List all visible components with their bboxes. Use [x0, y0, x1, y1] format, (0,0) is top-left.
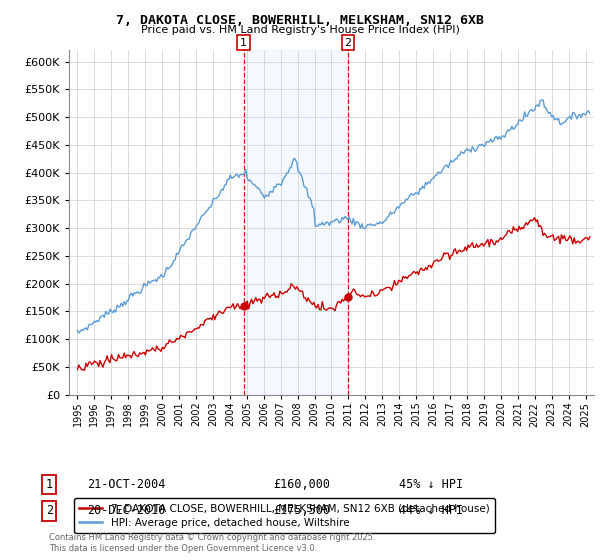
- Text: 44% ↓ HPI: 44% ↓ HPI: [399, 504, 463, 517]
- Legend: 7, DAKOTA CLOSE, BOWERHILL, MELKSHAM, SN12 6XB (detached house), HPI: Average pr: 7, DAKOTA CLOSE, BOWERHILL, MELKSHAM, SN…: [74, 498, 494, 533]
- Text: £175,500: £175,500: [273, 504, 330, 517]
- Text: 2: 2: [344, 38, 352, 48]
- Text: 21-OCT-2004: 21-OCT-2004: [87, 478, 166, 491]
- Bar: [244, 50, 348, 395]
- Text: Price paid vs. HM Land Registry's House Price Index (HPI): Price paid vs. HM Land Registry's House …: [140, 25, 460, 35]
- Text: 1: 1: [240, 38, 247, 48]
- Text: 7, DAKOTA CLOSE, BOWERHILL, MELKSHAM, SN12 6XB: 7, DAKOTA CLOSE, BOWERHILL, MELKSHAM, SN…: [116, 14, 484, 27]
- Text: 20-DEC-2010: 20-DEC-2010: [87, 504, 166, 517]
- Text: £160,000: £160,000: [273, 478, 330, 491]
- Text: 1: 1: [46, 478, 53, 491]
- Text: 2: 2: [46, 504, 53, 517]
- Text: Contains HM Land Registry data © Crown copyright and database right 2025.
This d: Contains HM Land Registry data © Crown c…: [49, 534, 376, 553]
- Text: 45% ↓ HPI: 45% ↓ HPI: [399, 478, 463, 491]
